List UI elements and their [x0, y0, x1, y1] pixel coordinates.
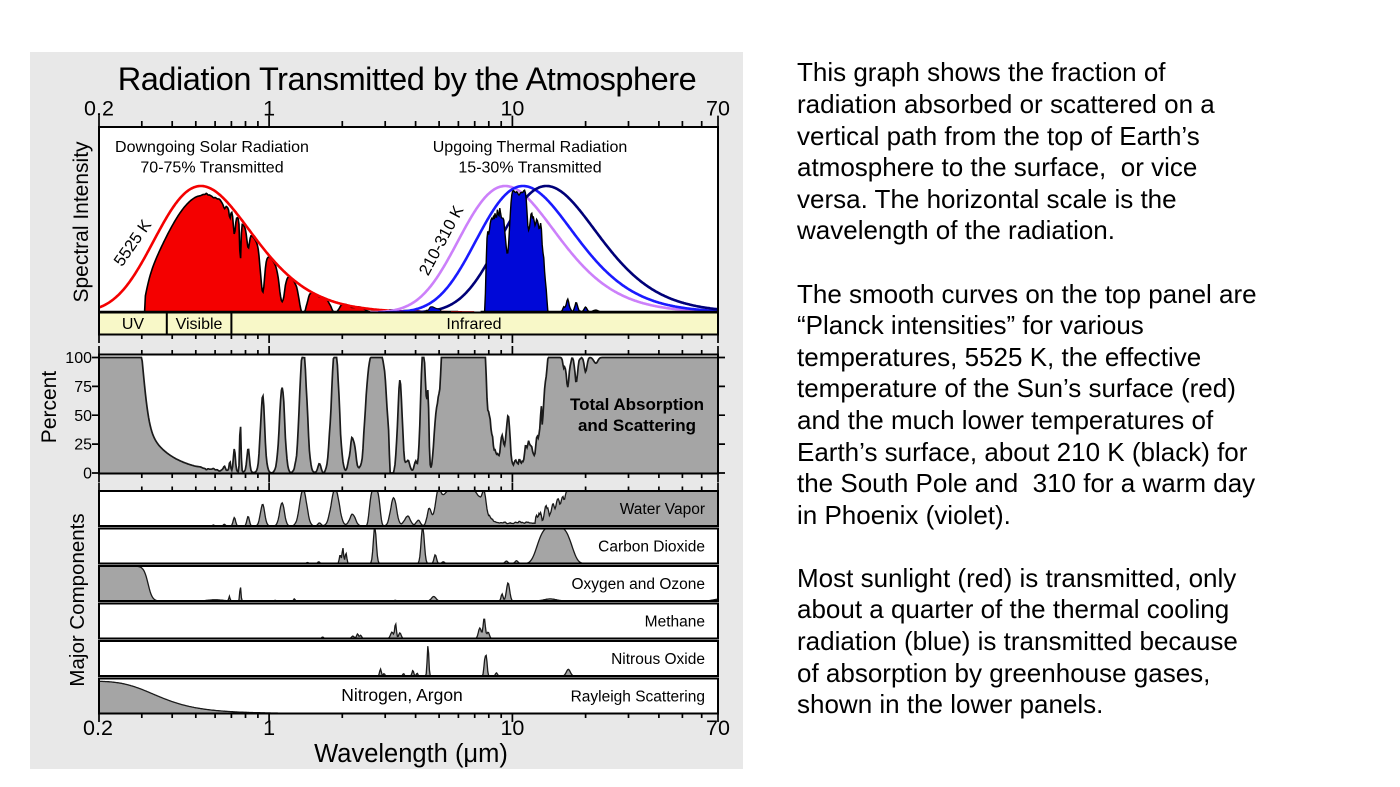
- svg-text:100: 100: [65, 350, 92, 367]
- svg-text:0: 0: [83, 466, 92, 483]
- svg-text:Radiation Transmitted by the A: Radiation Transmitted by the Atmosphere: [118, 61, 697, 97]
- svg-text:Percent: Percent: [38, 371, 61, 444]
- svg-text:0.2: 0.2: [83, 716, 113, 740]
- svg-text:15-30% Transmitted: 15-30% Transmitted: [458, 160, 601, 177]
- svg-text:Water Vapor: Water Vapor: [620, 501, 705, 518]
- svg-text:10: 10: [500, 97, 524, 121]
- svg-text:Total Absorption: Total Absorption: [570, 395, 704, 414]
- svg-text:0.2: 0.2: [84, 97, 114, 121]
- svg-text:Rayleigh Scattering: Rayleigh Scattering: [571, 689, 705, 706]
- svg-text:1: 1: [263, 716, 275, 740]
- svg-text:Spectral Intensity: Spectral Intensity: [70, 141, 93, 303]
- svg-text:Upgoing Thermal Radiation: Upgoing Thermal Radiation: [433, 139, 627, 156]
- svg-text:Wavelength (μm): Wavelength (μm): [314, 740, 508, 768]
- svg-text:1: 1: [263, 97, 275, 121]
- svg-text:10: 10: [500, 716, 524, 740]
- svg-text:Downgoing Solar Radiation: Downgoing Solar Radiation: [115, 139, 309, 156]
- svg-text:Oxygen and Ozone: Oxygen and Ozone: [571, 576, 705, 593]
- svg-text:70-75% Transmitted: 70-75% Transmitted: [140, 160, 283, 177]
- svg-text:70: 70: [706, 97, 730, 121]
- svg-text:Carbon Dioxide: Carbon Dioxide: [598, 539, 705, 556]
- svg-text:Nitrous Oxide: Nitrous Oxide: [611, 651, 705, 668]
- svg-text:50: 50: [74, 408, 92, 425]
- svg-text:Infrared: Infrared: [446, 316, 501, 333]
- svg-text:Visible: Visible: [176, 316, 223, 333]
- svg-text:Major Components: Major Components: [66, 513, 89, 686]
- svg-text:75: 75: [74, 379, 92, 396]
- svg-text:Nitrogen, Argon: Nitrogen, Argon: [341, 685, 463, 705]
- svg-text:25: 25: [74, 437, 92, 454]
- svg-text:Methane: Methane: [645, 614, 705, 631]
- svg-text:UV: UV: [122, 316, 145, 333]
- svg-text:70: 70: [706, 716, 730, 740]
- svg-text:and Scattering: and Scattering: [578, 416, 696, 435]
